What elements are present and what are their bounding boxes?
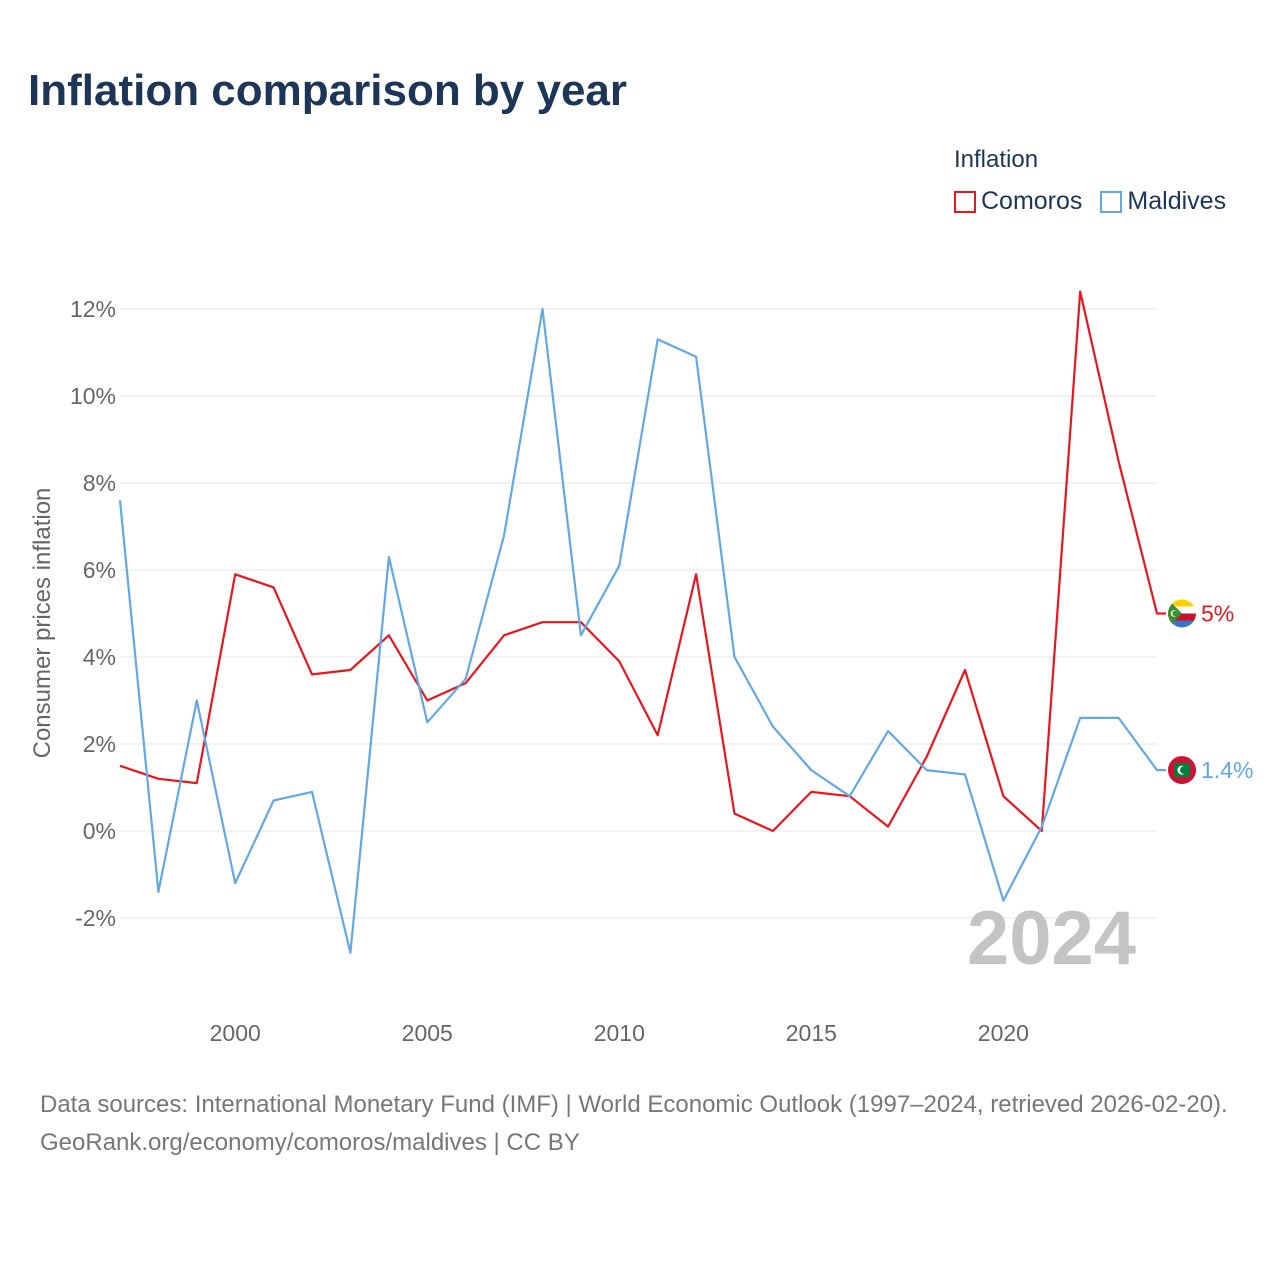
maldives-flag-icon — [1168, 756, 1196, 785]
chart-title: Inflation comparison by year — [28, 66, 628, 115]
y-tick-label: 8% — [83, 470, 116, 496]
x-axis-ticks: 2000 2005 2010 2015 2020 — [210, 1020, 1029, 1046]
series-end-labels: 5% 1.4% — [1168, 599, 1253, 785]
x-tick-label: 2000 — [210, 1020, 261, 1046]
line-chart: -2% 0% 2% 4% 6% 8% 10% 12% 2000 2005 2010 2015 2020… — [29, 290, 1253, 1046]
gridlines — [120, 308, 1157, 919]
end-label-maldives: 1.4% — [1201, 757, 1253, 783]
x-tick-label: 2015 — [786, 1020, 837, 1046]
source-note: Data sources: International Monetary Fun… — [40, 1086, 1250, 1162]
series-lines — [118, 290, 1166, 954]
y-tick-label: 6% — [83, 557, 116, 583]
end-label-comoros: 5% — [1201, 601, 1234, 627]
y-tick-label: 12% — [70, 296, 116, 322]
legend-swatch-comoros — [954, 190, 976, 213]
year-watermark: 2024 — [967, 896, 1136, 981]
y-tick-label: 2% — [83, 731, 116, 757]
y-axis-label: Consumer prices inflation — [29, 488, 56, 759]
legend-label-maldives: Maldives — [1127, 187, 1227, 215]
legend-item-maldives[interactable]: Maldives — [1100, 187, 1226, 216]
legend-item-comoros[interactable]: Comoros — [954, 187, 1082, 216]
legend: Comoros Maldives — [954, 187, 1226, 216]
series-line-comoros — [119, 290, 1166, 833]
source-line-2: GeoRank.org/economy/comoros/maldives | C… — [40, 1129, 580, 1156]
y-axis-ticks: -2% 0% 2% 4% 6% 8% 10% 12% — [70, 296, 116, 931]
y-tick-label: 0% — [83, 818, 116, 844]
comoros-flag-icon — [1168, 599, 1196, 628]
y-tick-label: -2% — [75, 905, 116, 931]
y-tick-label: 10% — [70, 383, 116, 409]
x-tick-label: 2005 — [402, 1020, 453, 1046]
legend-title: Inflation — [954, 146, 1039, 173]
x-tick-label: 2020 — [978, 1020, 1029, 1046]
legend-label-comoros: Comoros — [981, 187, 1083, 215]
x-tick-label: 2010 — [594, 1020, 645, 1046]
legend-swatch-maldives — [1100, 190, 1123, 213]
series-line-maldives — [118, 307, 1166, 954]
source-line-1: Data sources: International Monetary Fun… — [40, 1091, 1228, 1118]
y-tick-label: 4% — [83, 644, 116, 670]
